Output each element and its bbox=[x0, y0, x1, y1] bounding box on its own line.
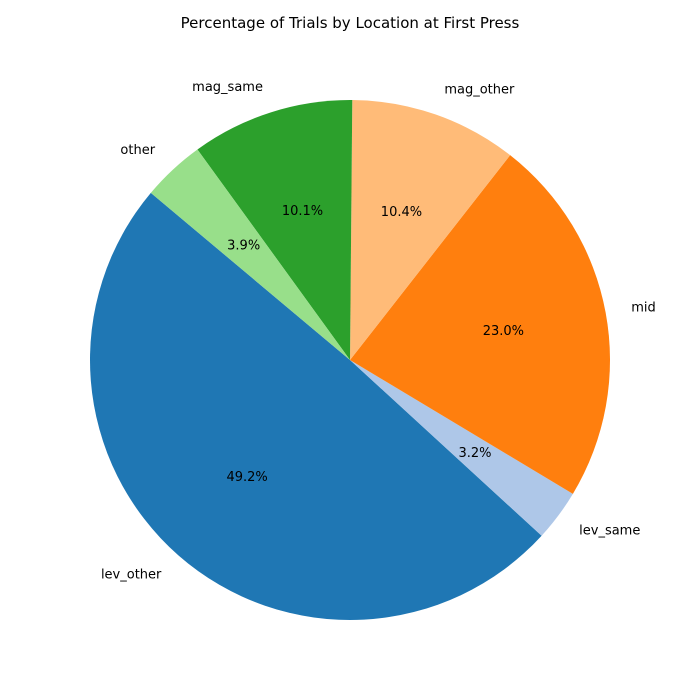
pct-label-mag-same: 10.1% bbox=[282, 204, 323, 219]
pie-slice-mid bbox=[350, 155, 610, 494]
pct-label-mag-other: 10.4% bbox=[381, 205, 422, 220]
pct-label-lev-other: 49.2% bbox=[226, 470, 267, 485]
pie-labels: 49.2% lev_other 3.2% lev_same 23.0% mid 10.4% m… bbox=[101, 80, 656, 582]
slice-label-lev-same: lev_same bbox=[579, 524, 640, 539]
slice-label-lev-other: lev_other bbox=[101, 567, 162, 582]
pct-label-other: 3.9% bbox=[227, 238, 260, 253]
pie-slice-mag-other bbox=[350, 100, 511, 360]
pie-slice-other bbox=[150, 149, 350, 360]
pie-slice-lev-other bbox=[89, 192, 542, 621]
slice-label-mag-same: mag_same bbox=[192, 80, 263, 95]
pie-slice-lev-same bbox=[350, 360, 573, 536]
pie-slices bbox=[89, 100, 610, 621]
pie-slice-mag-same bbox=[197, 100, 353, 361]
pct-label-lev-same: 3.2% bbox=[458, 446, 491, 461]
chart-title: Percentage of Trials by Location at Firs… bbox=[181, 14, 520, 32]
slice-label-other: other bbox=[120, 143, 155, 158]
slice-label-mid: mid bbox=[631, 300, 656, 315]
slice-label-mag-other: mag_other bbox=[444, 83, 515, 98]
pct-label-mid: 23.0% bbox=[483, 324, 524, 339]
